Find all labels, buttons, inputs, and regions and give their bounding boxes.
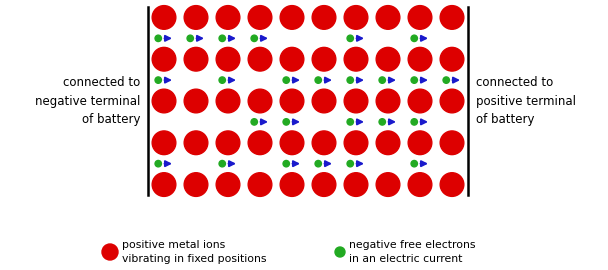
Circle shape [344, 6, 368, 29]
Circle shape [219, 160, 226, 167]
Circle shape [248, 6, 272, 29]
Circle shape [376, 89, 400, 113]
Circle shape [152, 89, 176, 113]
Circle shape [408, 47, 432, 71]
Circle shape [312, 47, 336, 71]
Circle shape [155, 35, 162, 42]
Circle shape [280, 89, 304, 113]
Circle shape [315, 160, 322, 167]
Text: negative free electrons
in an electric current: negative free electrons in an electric c… [349, 240, 475, 264]
Text: connected to
negative terminal
of battery: connected to negative terminal of batter… [35, 76, 140, 126]
Circle shape [251, 35, 257, 42]
Circle shape [312, 173, 336, 196]
Circle shape [216, 47, 240, 71]
Circle shape [283, 77, 289, 83]
Circle shape [184, 173, 208, 196]
Circle shape [152, 131, 176, 155]
Circle shape [280, 173, 304, 196]
Circle shape [440, 173, 464, 196]
Circle shape [184, 6, 208, 29]
Circle shape [184, 47, 208, 71]
Circle shape [376, 47, 400, 71]
Circle shape [411, 160, 418, 167]
Circle shape [440, 131, 464, 155]
Circle shape [344, 89, 368, 113]
Circle shape [344, 47, 368, 71]
Circle shape [248, 173, 272, 196]
Circle shape [216, 173, 240, 196]
Circle shape [376, 6, 400, 29]
Circle shape [155, 77, 162, 83]
Circle shape [184, 89, 208, 113]
Circle shape [152, 173, 176, 196]
Circle shape [408, 6, 432, 29]
Circle shape [280, 47, 304, 71]
Circle shape [347, 119, 353, 125]
Circle shape [312, 131, 336, 155]
Circle shape [344, 131, 368, 155]
Circle shape [408, 131, 432, 155]
Circle shape [347, 160, 353, 167]
Circle shape [283, 119, 289, 125]
Circle shape [219, 77, 226, 83]
Circle shape [335, 247, 345, 257]
Circle shape [216, 6, 240, 29]
Circle shape [152, 47, 176, 71]
Circle shape [440, 47, 464, 71]
Circle shape [347, 77, 353, 83]
Text: connected to
positive terminal
of battery: connected to positive terminal of batter… [476, 76, 576, 126]
Circle shape [248, 131, 272, 155]
Circle shape [280, 131, 304, 155]
Circle shape [248, 89, 272, 113]
Circle shape [216, 131, 240, 155]
Circle shape [102, 244, 118, 260]
Circle shape [219, 35, 226, 42]
Circle shape [216, 89, 240, 113]
Circle shape [248, 47, 272, 71]
Circle shape [347, 35, 353, 42]
Circle shape [379, 77, 385, 83]
Circle shape [184, 131, 208, 155]
Circle shape [411, 77, 418, 83]
Circle shape [408, 173, 432, 196]
Circle shape [312, 89, 336, 113]
Circle shape [443, 77, 449, 83]
Circle shape [440, 89, 464, 113]
Circle shape [411, 35, 418, 42]
Circle shape [315, 77, 322, 83]
Circle shape [411, 119, 418, 125]
Circle shape [408, 89, 432, 113]
Circle shape [376, 131, 400, 155]
Circle shape [251, 119, 257, 125]
Circle shape [283, 160, 289, 167]
Circle shape [187, 35, 193, 42]
Circle shape [152, 6, 176, 29]
Circle shape [379, 119, 385, 125]
Circle shape [155, 160, 162, 167]
Circle shape [280, 6, 304, 29]
Text: positive metal ions
vibrating in fixed positions: positive metal ions vibrating in fixed p… [122, 240, 266, 264]
Circle shape [312, 6, 336, 29]
Circle shape [376, 173, 400, 196]
Circle shape [440, 6, 464, 29]
Circle shape [344, 173, 368, 196]
